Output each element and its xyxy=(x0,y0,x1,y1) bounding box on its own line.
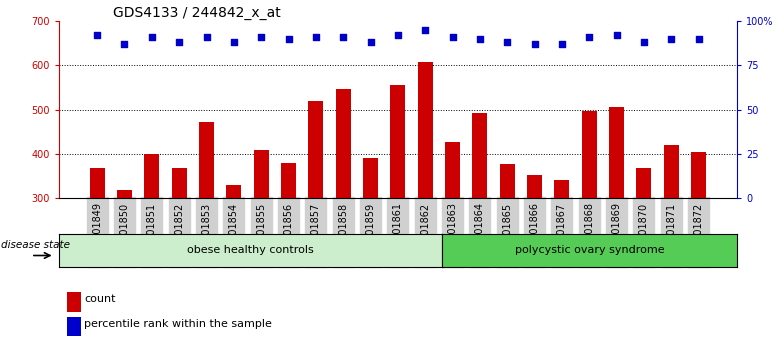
Bar xyxy=(582,111,597,198)
Point xyxy=(419,27,431,33)
Point xyxy=(556,41,568,47)
Bar xyxy=(363,158,378,198)
Point xyxy=(255,34,267,40)
Point xyxy=(310,34,322,40)
Bar xyxy=(691,152,706,198)
Point xyxy=(692,36,705,42)
Bar xyxy=(445,142,460,198)
Bar xyxy=(117,190,132,198)
Text: percentile rank within the sample: percentile rank within the sample xyxy=(84,319,272,329)
Point xyxy=(118,41,131,47)
Point xyxy=(528,41,541,47)
Point xyxy=(337,34,350,40)
Point xyxy=(610,33,622,38)
Text: disease state: disease state xyxy=(1,240,70,250)
Bar xyxy=(199,122,214,198)
Bar xyxy=(527,175,542,198)
Point xyxy=(173,40,186,45)
Point xyxy=(365,40,377,45)
Point xyxy=(227,40,240,45)
Bar xyxy=(637,168,652,198)
Bar xyxy=(554,180,569,198)
Point xyxy=(583,34,596,40)
Point xyxy=(200,34,212,40)
Point xyxy=(446,34,459,40)
Bar xyxy=(89,168,104,198)
Point xyxy=(391,33,405,38)
Point xyxy=(665,36,677,42)
Bar xyxy=(172,168,187,198)
Point xyxy=(282,36,295,42)
Bar xyxy=(144,154,159,198)
Point xyxy=(501,40,514,45)
Bar xyxy=(609,107,624,198)
Bar xyxy=(281,163,296,198)
Text: count: count xyxy=(84,294,115,304)
Bar xyxy=(473,113,488,198)
Bar xyxy=(664,145,679,198)
Bar xyxy=(418,62,433,198)
Text: GDS4133 / 244842_x_at: GDS4133 / 244842_x_at xyxy=(113,6,281,20)
Bar xyxy=(390,85,405,198)
Text: polycystic ovary syndrome: polycystic ovary syndrome xyxy=(515,245,664,256)
Point xyxy=(637,40,650,45)
Bar xyxy=(308,101,323,198)
Bar xyxy=(227,185,241,198)
Point xyxy=(146,34,158,40)
Bar xyxy=(336,88,350,198)
Bar xyxy=(254,149,269,198)
Point xyxy=(474,36,486,42)
Bar xyxy=(499,164,515,198)
Text: obese healthy controls: obese healthy controls xyxy=(187,245,314,256)
Point xyxy=(91,33,103,38)
